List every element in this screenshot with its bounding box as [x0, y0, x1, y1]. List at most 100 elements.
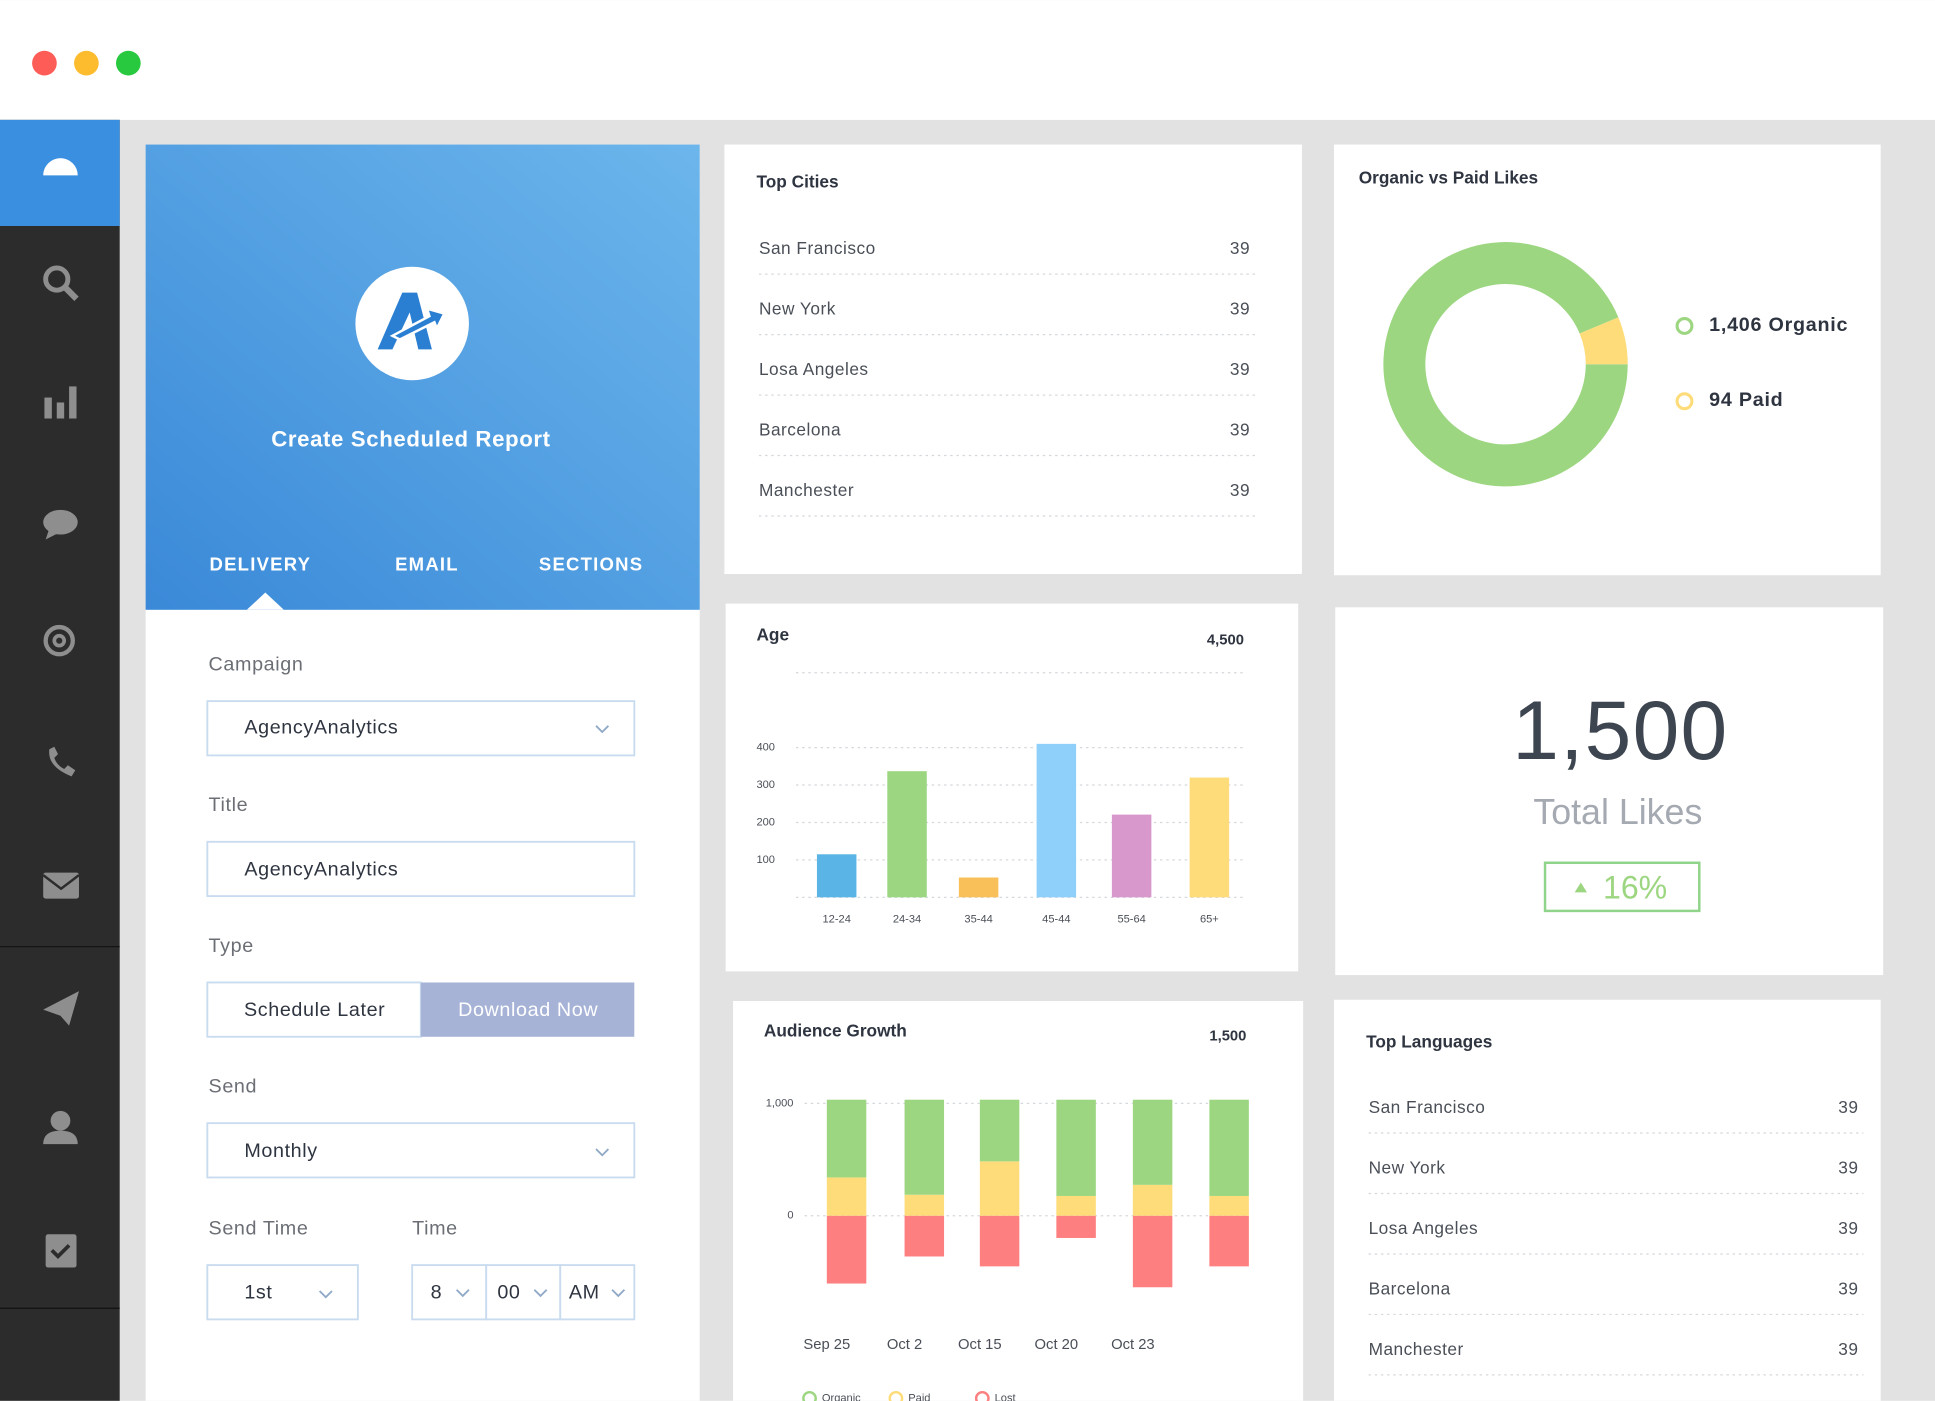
nav-email[interactable]: [42, 872, 80, 899]
chevron: [455, 1289, 470, 1298]
tab[interactable]: EMAIL: [395, 553, 459, 574]
row-name: Losa Angeles: [1369, 1218, 1479, 1238]
row-name: Barcelona: [759, 419, 841, 439]
campaign-select[interactable]: [206, 700, 636, 757]
field-label: Type: [209, 935, 254, 957]
bar-segment: [904, 1099, 945, 1195]
select-value: Monthly: [244, 1140, 317, 1162]
legend-label: Lost: [995, 1392, 1016, 1401]
type-option[interactable]: [206, 981, 422, 1038]
nav-calls[interactable]: [49, 746, 76, 777]
send-time-select[interactable]: [206, 1264, 359, 1321]
logo: [355, 266, 469, 381]
legend-label: Paid: [908, 1392, 930, 1401]
card-title: Organic vs Paid Likes: [1359, 168, 1538, 188]
legend-marker: [974, 1390, 990, 1401]
title-bar: [0, 0, 1935, 120]
card: [1334, 999, 1881, 1401]
minimize-button[interactable]: [74, 50, 99, 76]
legend-name: Paid: [1739, 389, 1784, 411]
chevron: [611, 1289, 626, 1298]
row-value: 39: [1230, 480, 1250, 500]
bar-segment: [1209, 1195, 1249, 1216]
select-value: 00: [497, 1282, 520, 1304]
field-label: Time: [412, 1218, 458, 1240]
card: [1335, 607, 1884, 976]
row-value: 39: [1838, 1218, 1858, 1238]
x-tick-label: Oct 20: [1035, 1337, 1079, 1353]
card-title: Audience Growth: [764, 1020, 907, 1040]
nav-tasks[interactable]: [45, 1234, 77, 1268]
x-tick-label: Oct 2: [887, 1337, 922, 1353]
field-label: Send Time: [209, 1218, 309, 1240]
legend-marker: [1675, 392, 1694, 411]
chevron: [533, 1289, 548, 1298]
tab-indicator: [246, 592, 284, 610]
minute-select[interactable]: [485, 1264, 562, 1321]
bar: [816, 854, 857, 898]
option-label: Download Now: [458, 999, 598, 1021]
type-option-active[interactable]: [420, 982, 635, 1037]
nav-reports[interactable]: [44, 386, 77, 419]
send-select[interactable]: [206, 1122, 636, 1179]
y-tick-label: 400: [756, 742, 775, 754]
bar-segment: [979, 1161, 1020, 1216]
kpi-change: 16%: [1603, 869, 1667, 905]
row-name: San Francisco: [759, 238, 876, 258]
select-value: AM: [569, 1282, 600, 1304]
tab[interactable]: SECTIONS: [539, 553, 643, 574]
bar-segment: [1132, 1184, 1173, 1216]
legend-label: 1,406 Organic: [1709, 314, 1848, 336]
bar-segment: [1056, 1099, 1096, 1196]
donut-slice: [1383, 242, 1628, 487]
x-tick-label: 24-34: [893, 913, 921, 925]
select-value: 8: [431, 1282, 443, 1304]
row-value: 39: [1838, 1278, 1858, 1298]
field-label: Title: [209, 794, 249, 816]
hour-select[interactable]: [411, 1264, 488, 1321]
select-value: 1st: [244, 1282, 272, 1304]
bar: [1189, 777, 1230, 898]
title-input[interactable]: [206, 840, 636, 898]
row-value: 39: [1838, 1097, 1858, 1117]
nav-send[interactable]: [43, 991, 79, 1026]
bar-segment: [1132, 1099, 1173, 1185]
nav-users[interactable]: [43, 1110, 78, 1145]
nav-chat[interactable]: [43, 509, 78, 540]
x-tick-label: 55-64: [1117, 913, 1145, 925]
bar-segment: [979, 1099, 1020, 1162]
row-name: San Francisco: [1369, 1097, 1486, 1117]
bar-segment: [904, 1215, 945, 1257]
close-button[interactable]: [32, 50, 57, 76]
chevron: [318, 1290, 333, 1299]
input-value: AgencyAnalytics: [244, 858, 398, 880]
chevron: [595, 725, 610, 734]
bar-segment: [1132, 1215, 1173, 1288]
x-tick-label: 65+: [1200, 913, 1219, 925]
nav-targets[interactable]: [43, 624, 75, 657]
legend-marker: [802, 1390, 817, 1401]
row-value: 39: [1230, 359, 1250, 379]
card-title: Top Cities: [756, 171, 838, 191]
card-title: Top Languages: [1366, 1032, 1492, 1052]
tab[interactable]: DELIVERY: [210, 553, 312, 574]
row-value: 39: [1838, 1339, 1858, 1359]
y-tick-label: 1,000: [766, 1097, 794, 1109]
logo-arrow: [389, 306, 447, 341]
kpi-value: 1,500: [1512, 683, 1728, 777]
option-label: Schedule Later: [244, 999, 385, 1021]
row-name: New York: [759, 298, 836, 318]
row-name: Barcelona: [1369, 1278, 1451, 1298]
chevron: [595, 1148, 610, 1157]
row-value: 39: [1230, 419, 1250, 439]
bar-segment: [1209, 1215, 1249, 1267]
row-name: Manchester: [759, 480, 854, 500]
bar: [887, 771, 927, 898]
bar-segment: [1209, 1099, 1249, 1196]
maximize-button[interactable]: [116, 50, 141, 76]
nav-search[interactable]: [43, 265, 79, 301]
y-tick-label: 100: [756, 854, 775, 866]
legend-marker: [888, 1390, 904, 1401]
